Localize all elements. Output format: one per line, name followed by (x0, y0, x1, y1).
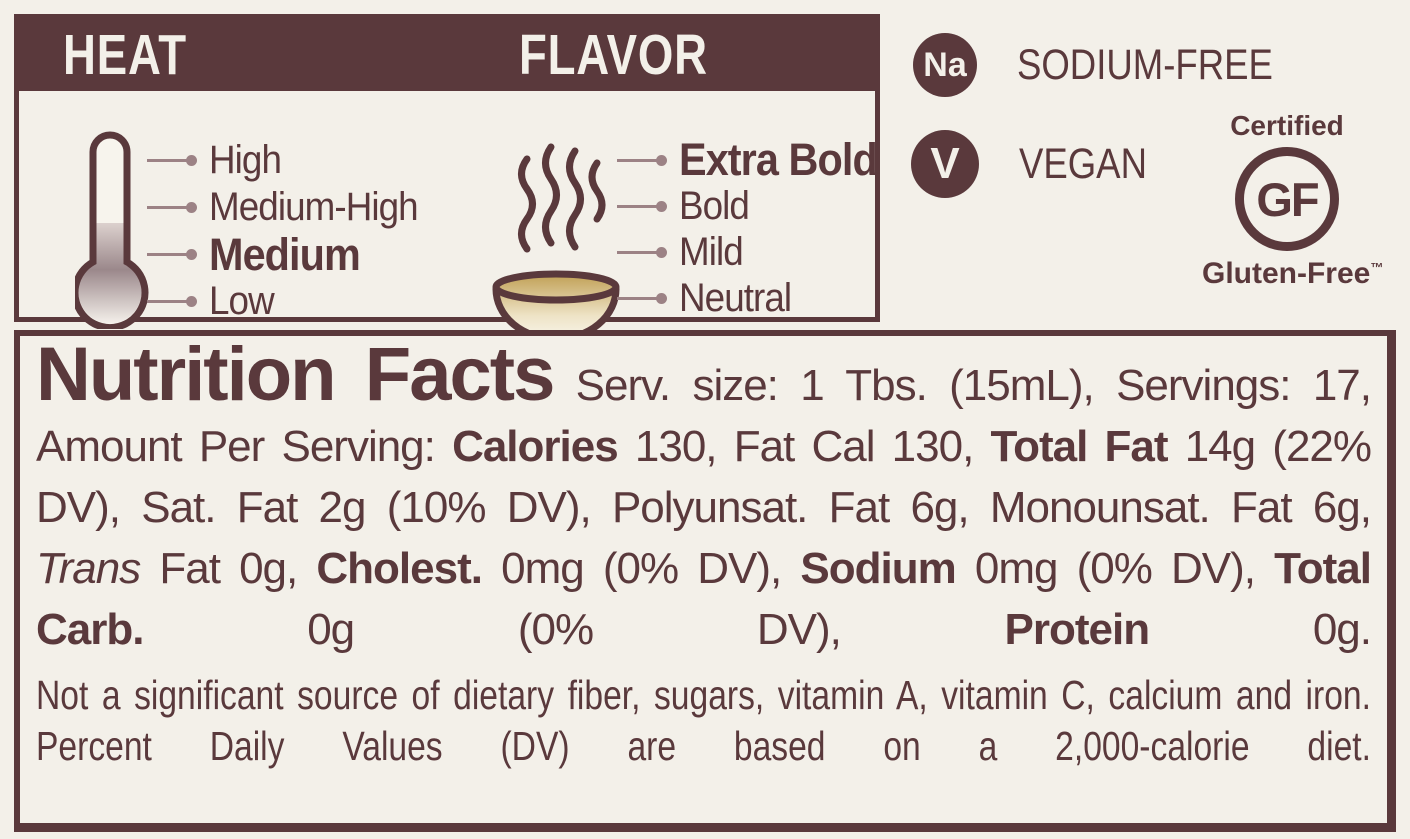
heat-level-row: Medium-High (147, 184, 436, 231)
sodium-badge-icon: Na (913, 33, 977, 97)
gluten-free-gf-icon: GF (1235, 147, 1339, 251)
nutrition-facts-panel: Nutrition Facts Serv. size: 1 Tbs. (15mL… (14, 330, 1396, 832)
flavor-level-row: Bold (617, 183, 894, 229)
heat-level-label: Medium-High (209, 185, 419, 229)
heat-level-list: High Medium-High Medium Low (147, 137, 436, 325)
nutrition-footnote: Not a significant source of dietary fibe… (36, 672, 1371, 769)
flavor-level-label: Mild (679, 229, 744, 274)
flavor-level-row: Neutral (617, 275, 894, 321)
vegan-label: VEGAN (1019, 139, 1147, 188)
flavor-level-label: Bold (679, 183, 750, 228)
arrow-dot-icon (147, 296, 197, 307)
certified-gluten-free-badge: Certified GF Gluten-Free™ (1202, 110, 1383, 291)
panel-header-bar: HEAT FLAVOR (19, 19, 875, 91)
heat-level-label: Low (209, 279, 275, 323)
gluten-free-text: Gluten-Free (1202, 257, 1371, 290)
heat-level-label: High (209, 138, 282, 182)
steam-bowl-icon (492, 143, 620, 334)
heat-level-label: Medium (209, 228, 361, 280)
vegan-badge-icon: V (911, 130, 979, 198)
sodium-free-badge: Na SODIUM-FREE (913, 33, 1318, 97)
thermometer-icon (75, 131, 149, 329)
flavor-level-label: Neutral (679, 275, 792, 320)
arrow-dot-icon (147, 249, 197, 260)
heat-level-row: Low (147, 278, 436, 325)
arrow-dot-icon (617, 201, 667, 212)
certified-label: Certified (1230, 110, 1344, 141)
vegan-badge: V VEGAN (911, 130, 1170, 198)
nutrition-facts-title: Nutrition Facts (36, 332, 555, 417)
arrow-dot-icon (147, 155, 197, 166)
heat-flavor-panel: HEAT FLAVOR High Medium-High Medium (14, 14, 880, 334)
arrow-dot-icon (617, 293, 667, 304)
arrow-dot-icon (617, 247, 667, 258)
flavor-header: FLAVOR (519, 23, 708, 87)
flavor-level-list: Extra Bold Bold Mild Neutral (617, 134, 894, 321)
flavor-level-label: Extra Bold (679, 134, 878, 185)
nutrition-facts-text: Nutrition Facts Serv. size: 1 Tbs. (15mL… (36, 337, 1372, 660)
heat-level-row: High (147, 137, 436, 184)
heat-level-row-selected: Medium (147, 228, 436, 280)
arrow-dot-icon (147, 202, 197, 213)
flavor-level-row: Mild (617, 229, 894, 275)
nutrition-facts-details: Serv. size: 1 Tbs. (15mL), Servings: 17,… (36, 361, 1372, 654)
trademark-symbol: ™ (1370, 260, 1384, 275)
gluten-free-label: Gluten-Free™ (1202, 257, 1383, 291)
heat-header: HEAT (63, 23, 187, 87)
flavor-level-row-selected: Extra Bold (617, 134, 894, 185)
arrow-dot-icon (617, 155, 667, 166)
sodium-free-label: SODIUM-FREE (1017, 40, 1273, 89)
